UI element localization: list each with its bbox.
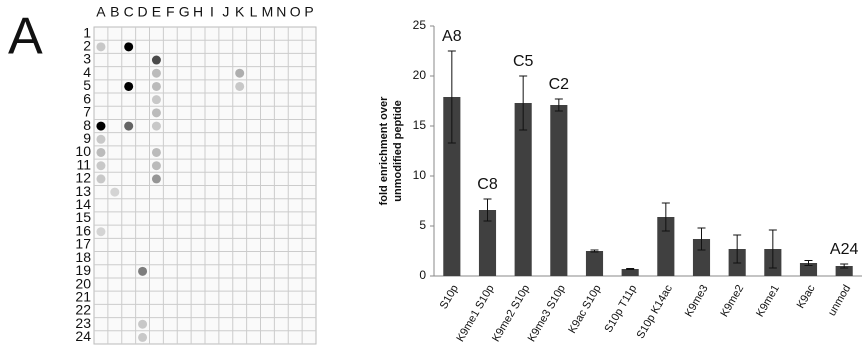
array-spot bbox=[152, 69, 161, 78]
array-column-label: L bbox=[250, 4, 258, 20]
y-axis-label: unmodified peptide bbox=[392, 100, 404, 201]
x-tick-label: K9me3 bbox=[683, 283, 711, 319]
x-tick-label: K9me1 S10p bbox=[454, 283, 496, 344]
array-column-label: B bbox=[110, 4, 119, 20]
y-axis-label: fold enrichment over bbox=[378, 96, 390, 206]
bar-label: A24 bbox=[830, 241, 859, 258]
array-column-label: F bbox=[166, 4, 175, 20]
array-spot bbox=[235, 69, 244, 78]
y-tick-label: 20 bbox=[413, 68, 427, 82]
array-column-label: G bbox=[179, 4, 190, 20]
array-row-label: 24 bbox=[75, 328, 91, 344]
array-column-label: K bbox=[235, 4, 245, 20]
array-column-label: M bbox=[262, 4, 274, 20]
x-tick-label: S10p K14ac bbox=[635, 283, 676, 341]
array-spot bbox=[152, 148, 161, 157]
array-column-label: N bbox=[276, 4, 286, 20]
array-spot bbox=[96, 135, 105, 144]
bar bbox=[586, 251, 603, 276]
bar-label: C8 bbox=[477, 176, 498, 193]
array-spot bbox=[152, 56, 161, 65]
bar-label: A8 bbox=[442, 28, 462, 45]
array-spot bbox=[124, 82, 133, 91]
bar bbox=[550, 105, 567, 276]
array-spot bbox=[152, 108, 161, 117]
array-spot bbox=[138, 320, 147, 329]
array-spot bbox=[138, 267, 147, 276]
array-spot bbox=[96, 122, 105, 131]
x-tick-label: K9me2 S10p bbox=[490, 283, 532, 344]
array-column-label: E bbox=[152, 4, 161, 20]
array-spot bbox=[152, 122, 161, 131]
array-column-label: J bbox=[222, 4, 229, 20]
page: A ABCDEFGHIJKLMNOP1234567891011121314151… bbox=[0, 0, 866, 354]
x-tick-label: S10p T11p bbox=[602, 283, 639, 335]
array-spot bbox=[96, 148, 105, 157]
array-column-label: D bbox=[138, 4, 148, 20]
y-tick-label: 15 bbox=[413, 118, 427, 132]
array-spot bbox=[96, 227, 105, 236]
bar bbox=[622, 269, 639, 276]
panel-label: A bbox=[8, 8, 43, 66]
array-column-label: I bbox=[210, 4, 214, 20]
y-tick-label: 25 bbox=[413, 18, 427, 32]
x-tick-label: K9ac bbox=[795, 283, 818, 311]
array-spot bbox=[96, 161, 105, 170]
array-spot bbox=[138, 333, 147, 342]
array-column-label: A bbox=[96, 4, 106, 20]
array-spot bbox=[124, 42, 133, 51]
x-tick-label: S10p bbox=[438, 283, 461, 311]
array-spot bbox=[152, 161, 161, 170]
array-spot bbox=[110, 188, 119, 197]
x-tick-label: K9me3 S10p bbox=[526, 283, 568, 344]
array-spot bbox=[152, 174, 161, 183]
array-column-label: P bbox=[304, 4, 313, 20]
figure: A ABCDEFGHIJKLMNOP1234567891011121314151… bbox=[0, 0, 866, 354]
array-spot bbox=[96, 42, 105, 51]
array-spot bbox=[152, 95, 161, 104]
array-spot bbox=[152, 82, 161, 91]
array-spot bbox=[124, 122, 133, 131]
bar-label: C2 bbox=[549, 76, 570, 93]
y-tick-label: 5 bbox=[419, 218, 426, 232]
bar-label: C5 bbox=[513, 53, 534, 70]
array-column-label: O bbox=[290, 4, 301, 20]
array-column-label: H bbox=[193, 4, 203, 20]
x-tick-label: K9me2 bbox=[718, 283, 746, 319]
x-tick-label: K9me1 bbox=[754, 283, 782, 319]
array-spot bbox=[96, 174, 105, 183]
x-tick-label: K9ac S10p bbox=[566, 283, 603, 336]
y-tick-label: 10 bbox=[413, 168, 427, 182]
array-spot bbox=[235, 82, 244, 91]
array-column-label: C bbox=[124, 4, 134, 20]
x-tick-label: unmod bbox=[826, 283, 853, 318]
y-tick-label: 0 bbox=[419, 268, 426, 282]
